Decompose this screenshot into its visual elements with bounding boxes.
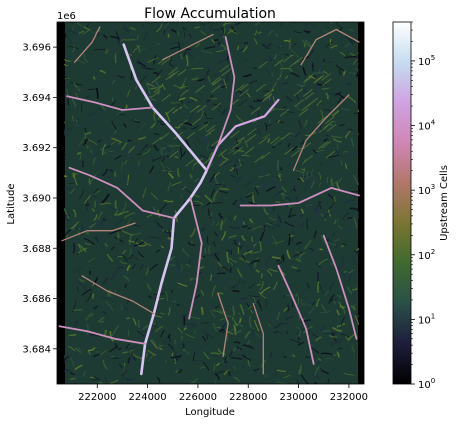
x-tick-label: 230000 (279, 392, 317, 403)
x-tick-label: 228000 (229, 392, 267, 403)
river-lower-middle (217, 292, 229, 357)
x-tick-label: 224000 (128, 392, 166, 403)
y-tick-label: 3.684 (22, 344, 51, 355)
plot-frame (56, 21, 365, 385)
river-west-middle (61, 222, 136, 242)
x-tick-label: 222000 (78, 392, 116, 403)
river-main-stem (122, 43, 208, 376)
river-south-west-b (81, 275, 155, 315)
y-tick-label: 3.692 (22, 143, 51, 154)
colorbar-tick-label: 104 (418, 119, 436, 133)
y-tick-label: 3.696 (22, 43, 51, 54)
chart-title: Flow Accumulation (144, 6, 276, 22)
river-north-west-branch (66, 95, 154, 111)
river-south-east (277, 264, 315, 365)
colorbar-fill (393, 22, 411, 384)
river-north-east-corner (300, 28, 360, 66)
colorbar-tick-label: 103 (418, 183, 435, 197)
colorbar-tick-label: 102 (418, 248, 435, 262)
y-offset-label: 1e6 (57, 11, 76, 22)
y-axis: 3.684 3.686 3.688 3.690 3.692 3.694 3.696 (22, 43, 57, 355)
x-tick-label: 232000 (330, 392, 368, 403)
river-upper-north (205, 98, 280, 172)
river-south-center (252, 302, 264, 375)
x-axis-label: Longitude (185, 407, 235, 418)
y-tick-label: 3.690 (22, 193, 51, 204)
colorbar-frame (392, 21, 412, 385)
colorbar-tick-label: 100 (418, 377, 435, 391)
drainage-texture (57, 22, 364, 384)
x-tick-label: 226000 (179, 392, 217, 403)
colorbar: 100 101 102 103 104 105 (392, 21, 436, 391)
x-axis: 222000 224000 226000 228000 230000 232000 (78, 384, 368, 403)
colorbar-label: Upstream Cells (439, 165, 450, 241)
river-south-west-a (58, 325, 146, 345)
colorbar-tick-label: 105 (418, 54, 435, 68)
river-east-upper (292, 94, 350, 171)
river-south-far-east (322, 234, 358, 340)
river-west-branch (68, 166, 175, 219)
flow-map (57, 22, 364, 384)
river-north-west-corner (73, 26, 101, 63)
y-tick-label: 3.694 (22, 93, 51, 104)
y-tick-label: 3.686 (22, 294, 51, 305)
y-tick-label: 3.688 (22, 244, 51, 255)
river-top-center (162, 33, 214, 61)
colorbar-tick-label: 101 (418, 312, 435, 326)
y-axis-label: Latitude (6, 183, 17, 224)
river-south-branch (188, 197, 203, 320)
river-east-branch (239, 187, 360, 207)
river-north-east-branch (217, 36, 236, 147)
